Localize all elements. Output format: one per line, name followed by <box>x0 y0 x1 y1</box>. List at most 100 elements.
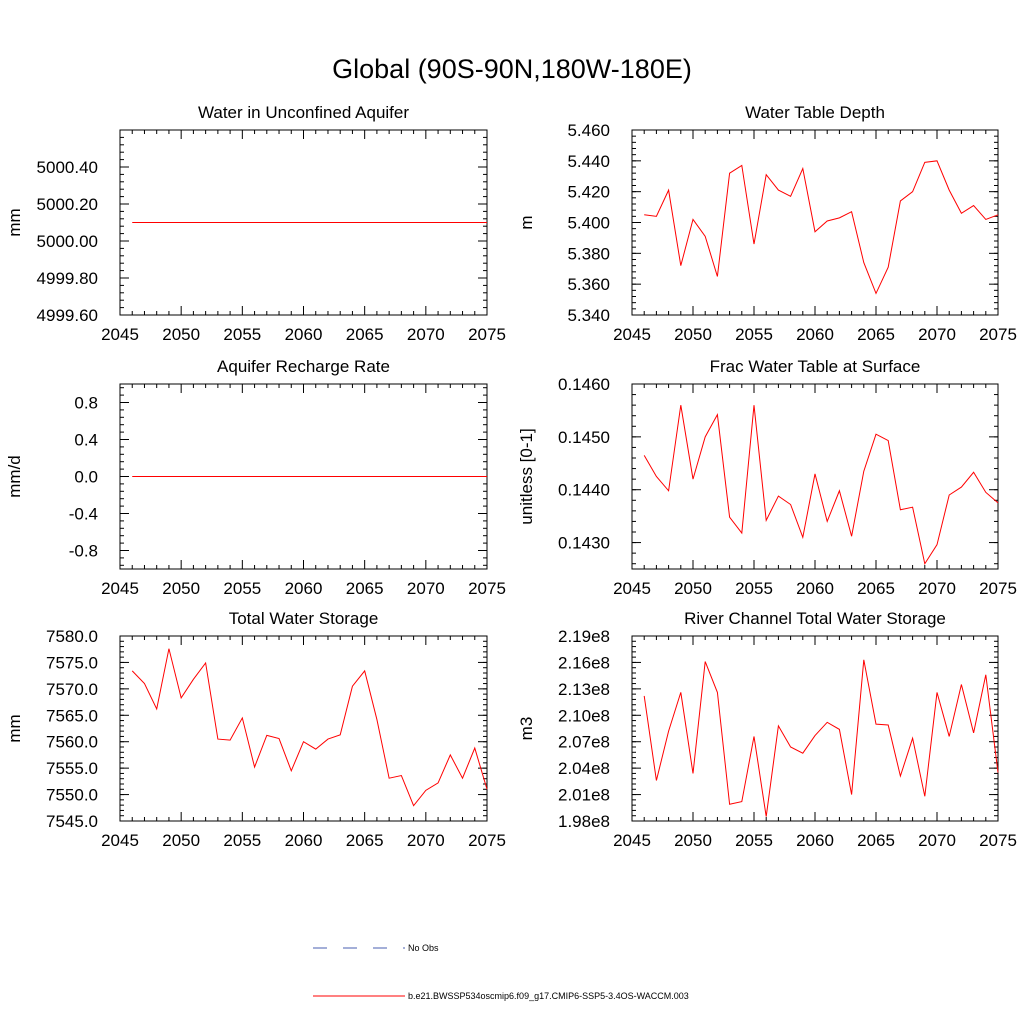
x-tick-label: 2045 <box>101 325 139 344</box>
y-tick-label: 5.400 <box>567 214 610 233</box>
x-tick-label: 2050 <box>162 579 200 598</box>
y-tick-label: 5.440 <box>567 152 610 171</box>
x-tick-label: 2065 <box>346 579 384 598</box>
y-axis-label: unitless [0-1] <box>517 428 536 524</box>
y-tick-label: 2.01e8 <box>558 786 610 805</box>
y-tick-label: 7560.0 <box>46 733 98 752</box>
x-tick-label: 2050 <box>162 325 200 344</box>
chart-6: River Channel Total Water Storage m3 2045 2… <box>517 609 1017 850</box>
y-tick-label: 5000.00 <box>37 232 98 251</box>
y-tick-label: 0.1460 <box>558 375 610 394</box>
x-tick-label: 2065 <box>857 831 895 850</box>
y-tick-label: 0.4 <box>74 431 98 450</box>
y-tick-label: 5.360 <box>567 275 610 294</box>
y-tick-label: 7575.0 <box>46 653 98 672</box>
y-tick-label: 7555.0 <box>46 759 98 778</box>
y-tick-label: 0.1430 <box>558 534 610 553</box>
y-tick-label: 0.1450 <box>558 428 610 447</box>
chart-title: Water Table Depth <box>745 103 885 122</box>
x-tick-label: 2045 <box>613 325 651 344</box>
y-tick-label: 2.19e8 <box>558 627 610 646</box>
y-tick-label: 7545.0 <box>46 812 98 831</box>
y-tick-label: 5.380 <box>567 244 610 263</box>
x-tick-label: 2045 <box>101 579 139 598</box>
y-tick-label: 7580.0 <box>46 627 98 646</box>
y-axis-label: m3 <box>517 717 536 741</box>
x-tick-label: 2070 <box>407 831 445 850</box>
chart-title: Aquifer Recharge Rate <box>217 357 390 376</box>
x-tick-label: 2045 <box>101 831 139 850</box>
x-tick-label: 2055 <box>223 831 261 850</box>
chart-title: Frac Water Table at Surface <box>710 357 921 376</box>
x-tick-label: 2065 <box>346 325 384 344</box>
y-tick-label: 7565.0 <box>46 706 98 725</box>
series-line <box>644 160 999 295</box>
x-tick-label: 2055 <box>735 325 773 344</box>
x-tick-label: 2060 <box>796 579 834 598</box>
x-tick-label: 2070 <box>918 831 956 850</box>
plot-frame <box>119 635 488 822</box>
chart-4: Frac Water Table at Surface unitless [0-1… <box>517 357 1017 598</box>
x-tick-label: 2055 <box>735 579 773 598</box>
y-tick-label: 5.460 <box>567 121 610 140</box>
chart-5: Total Water Storage mm 2045 2050 2055 2060 206… <box>5 609 506 850</box>
y-tick-label: 4999.60 <box>37 306 98 325</box>
x-tick-label: 2045 <box>613 831 651 850</box>
series-line <box>643 405 999 565</box>
y-tick-label: 4999.80 <box>37 269 98 288</box>
y-axis-label: mm <box>5 714 24 742</box>
y-axis-label: mm/d <box>5 455 24 498</box>
y-tick-label: 5.420 <box>567 183 610 202</box>
y-tick-label: 7570.0 <box>46 680 98 699</box>
x-tick-label: 2070 <box>918 579 956 598</box>
y-tick-label: 2.10e8 <box>558 706 610 725</box>
x-tick-label: 2070 <box>918 325 956 344</box>
y-tick-label: 0.8 <box>74 394 98 413</box>
x-tick-label: 2060 <box>285 579 323 598</box>
x-tick-label: 2075 <box>468 325 506 344</box>
y-tick-label: 2.13e8 <box>558 680 610 699</box>
x-tick-label: 2050 <box>162 831 200 850</box>
x-tick-label: 2070 <box>407 579 445 598</box>
y-tick-label: 5000.40 <box>37 158 98 177</box>
series-line <box>131 648 488 807</box>
x-tick-label: 2050 <box>674 579 712 598</box>
y-tick-label: -0.4 <box>69 505 98 524</box>
x-tick-label: 2065 <box>346 831 384 850</box>
x-tick-label: 2060 <box>796 831 834 850</box>
x-tick-label: 2075 <box>979 831 1017 850</box>
x-tick-label: 2065 <box>857 579 895 598</box>
x-tick-label: 2050 <box>674 325 712 344</box>
series-line <box>643 659 999 817</box>
x-tick-label: 2055 <box>223 579 261 598</box>
plot-frame <box>631 129 999 316</box>
chart-title: Water in Unconfined Aquifer <box>198 103 409 122</box>
x-tick-label: 2065 <box>857 325 895 344</box>
chart-title: Total Water Storage <box>229 609 379 628</box>
x-tick-label: 2050 <box>674 831 712 850</box>
figure-title: Global (90S-90N,180W-180E) <box>332 54 692 84</box>
x-tick-label: 2055 <box>735 831 773 850</box>
x-tick-label: 2060 <box>285 831 323 850</box>
chart-1: Water in Unconfined Aquifer mm 2045 2050 205… <box>5 103 506 344</box>
y-tick-label: 0.1440 <box>558 481 610 500</box>
x-tick-label: 2075 <box>979 579 1017 598</box>
y-tick-label: 2.16e8 <box>558 653 610 672</box>
x-tick-label: 2070 <box>407 325 445 344</box>
x-tick-label: 2075 <box>979 325 1017 344</box>
y-tick-label: -0.8 <box>69 542 98 561</box>
x-tick-label: 2045 <box>613 579 651 598</box>
y-axis-label: mm <box>5 208 24 236</box>
y-tick-label: 2.04e8 <box>558 759 610 778</box>
y-tick-label: 5.340 <box>567 306 610 325</box>
y-axis-label: m <box>517 215 536 229</box>
x-tick-label: 2075 <box>468 579 506 598</box>
plot-frame <box>631 635 999 822</box>
x-tick-label: 2060 <box>796 325 834 344</box>
chart-title: River Channel Total Water Storage <box>684 609 946 628</box>
y-tick-label: 7550.0 <box>46 786 98 805</box>
x-tick-label: 2055 <box>223 325 261 344</box>
chart-2: Water Table Depth m 2045 2050 2055 2060 2065 20… <box>517 103 1017 344</box>
y-tick-label: 1.98e8 <box>558 812 610 831</box>
